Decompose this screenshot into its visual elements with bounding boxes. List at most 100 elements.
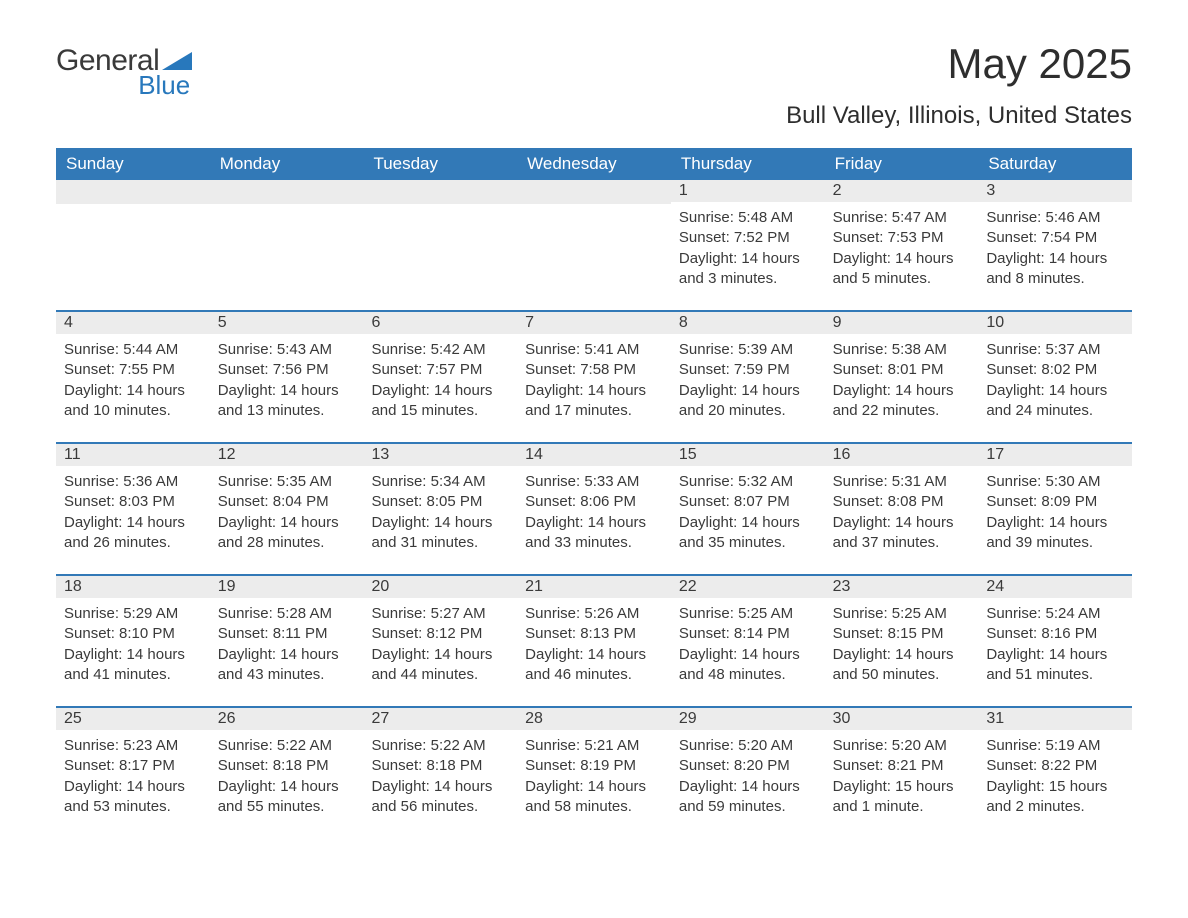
daylight-text: Daylight: 14 hours and 35 minutes.	[679, 513, 817, 554]
week-row: 1 Sunrise: 5:48 AMSunset: 7:52 PM Daylight…	[56, 180, 1132, 310]
day-info: Sunrise: 5:23 AMSunset: 8:17 PMDaylight:…	[56, 730, 210, 817]
sunrise-text: Sunrise: 5:48 AM	[679, 208, 817, 228]
day-number: 19	[210, 576, 364, 598]
day-cell: 14Sunrise: 5:33 AMSunset: 8:06 PMDayligh…	[517, 444, 671, 574]
week-row: 18Sunrise: 5:29 AMSunset: 8:10 PMDayligh…	[56, 574, 1132, 706]
sunrise-text: Sunrise: 5:34 AM	[371, 472, 509, 492]
day-cell: 12Sunrise: 5:35 AMSunset: 8:04 PMDayligh…	[210, 444, 364, 574]
sunrise-text: Sunrise: 5:41 AM	[525, 340, 663, 360]
sunset-text: Sunset: 8:05 PM	[371, 492, 509, 512]
daylight-text: Daylight: 14 hours and 48 minutes.	[679, 645, 817, 686]
weeks-container: 1 Sunrise: 5:48 AMSunset: 7:52 PM Daylight…	[56, 180, 1132, 838]
daylight-text: Daylight: 14 hours and 10 minutes.	[64, 381, 202, 422]
day-cell: 21Sunrise: 5:26 AMSunset: 8:13 PMDayligh…	[517, 576, 671, 706]
day-header-cell: Wednesday	[517, 148, 671, 180]
day-number: 18	[56, 576, 210, 598]
day-cell: 3Sunrise: 5:46 AMSunset: 7:54 PMDaylight…	[978, 180, 1132, 310]
day-cell	[363, 180, 517, 310]
day-info: Sunrise: 5:39 AMSunset: 7:59 PMDaylight:…	[671, 334, 825, 421]
day-cell	[210, 180, 364, 310]
day-info: Sunrise: 5:47 AMSunset: 7:53 PMDaylight:…	[825, 202, 979, 289]
sunrise-text: Sunrise: 5:23 AM	[64, 736, 202, 756]
day-number: 1	[671, 180, 825, 202]
day-number: 12	[210, 444, 364, 466]
daylight-text: Daylight: 14 hours and 24 minutes.	[986, 381, 1124, 422]
day-number: 4	[56, 312, 210, 334]
day-cell: 9Sunrise: 5:38 AMSunset: 8:01 PMDaylight…	[825, 312, 979, 442]
sunset-text: Sunset: 8:12 PM	[371, 624, 509, 644]
day-info: Sunrise: 5:35 AMSunset: 8:04 PMDaylight:…	[210, 466, 364, 553]
sunset-text: Sunset: 8:11 PM	[218, 624, 356, 644]
sunrise-text: Sunrise: 5:47 AM	[833, 208, 971, 228]
daylight-text: Daylight: 14 hours and 28 minutes.	[218, 513, 356, 554]
sunset-text: Sunset: 7:58 PM	[525, 360, 663, 380]
sunrise-text: Sunrise: 5:19 AM	[986, 736, 1124, 756]
day-number: 6	[363, 312, 517, 334]
day-info: Sunrise: 5:37 AMSunset: 8:02 PMDaylight:…	[978, 334, 1132, 421]
day-number: 7	[517, 312, 671, 334]
header: General Blue May 2025 Bull Valley, Illin…	[56, 40, 1132, 130]
sunrise-text: Sunrise: 5:44 AM	[64, 340, 202, 360]
day-cell: 29Sunrise: 5:20 AMSunset: 8:20 PMDayligh…	[671, 708, 825, 838]
day-cell: 31Sunrise: 5:19 AMSunset: 8:22 PMDayligh…	[978, 708, 1132, 838]
day-number	[56, 180, 210, 204]
sunrise-text: Sunrise: 5:35 AM	[218, 472, 356, 492]
daylight-text: Daylight: 14 hours and 13 minutes.	[218, 381, 356, 422]
day-number: 31	[978, 708, 1132, 730]
sunset-text: Sunset: 8:20 PM	[679, 756, 817, 776]
day-number: 5	[210, 312, 364, 334]
month-title: May 2025	[786, 40, 1132, 88]
daylight-text: Daylight: 15 hours and 1 minute.	[833, 777, 971, 818]
daylight-text: Daylight: 14 hours and 20 minutes.	[679, 381, 817, 422]
sunset-text: Sunset: 8:15 PM	[833, 624, 971, 644]
day-number: 24	[978, 576, 1132, 598]
day-number: 21	[517, 576, 671, 598]
sunrise-text: Sunrise: 5:27 AM	[371, 604, 509, 624]
sunset-text: Sunset: 8:13 PM	[525, 624, 663, 644]
day-info: Sunrise: 5:21 AMSunset: 8:19 PMDaylight:…	[517, 730, 671, 817]
daylight-text: Daylight: 14 hours and 58 minutes.	[525, 777, 663, 818]
daylight-text: Daylight: 14 hours and 46 minutes.	[525, 645, 663, 686]
sunrise-text: Sunrise: 5:32 AM	[679, 472, 817, 492]
daylight-text: Daylight: 14 hours and 51 minutes.	[986, 645, 1124, 686]
day-number: 30	[825, 708, 979, 730]
day-info: Sunrise: 5:42 AMSunset: 7:57 PMDaylight:…	[363, 334, 517, 421]
sunrise-text: Sunrise: 5:24 AM	[986, 604, 1124, 624]
sunset-text: Sunset: 8:22 PM	[986, 756, 1124, 776]
sunrise-text: Sunrise: 5:25 AM	[833, 604, 971, 624]
logo: General Blue	[56, 44, 192, 101]
day-info: Sunrise: 5:22 AMSunset: 8:18 PMDaylight:…	[210, 730, 364, 817]
day-info: Sunrise: 5:25 AMSunset: 8:15 PMDaylight:…	[825, 598, 979, 685]
sunset-text: Sunset: 8:04 PM	[218, 492, 356, 512]
day-info: Sunrise: 5:20 AMSunset: 8:21 PMDaylight:…	[825, 730, 979, 817]
day-cell: 18Sunrise: 5:29 AMSunset: 8:10 PMDayligh…	[56, 576, 210, 706]
sunset-text: Sunset: 8:06 PM	[525, 492, 663, 512]
day-info: Sunrise: 5:26 AMSunset: 8:13 PMDaylight:…	[517, 598, 671, 685]
day-number: 25	[56, 708, 210, 730]
daylight-text: Daylight: 14 hours and 59 minutes.	[679, 777, 817, 818]
day-cell: 8Sunrise: 5:39 AMSunset: 7:59 PMDaylight…	[671, 312, 825, 442]
day-cell	[56, 180, 210, 310]
day-number	[517, 180, 671, 204]
daylight-text: Daylight: 14 hours and 31 minutes.	[371, 513, 509, 554]
sunset-text: Sunset: 7:56 PM	[218, 360, 356, 380]
day-header-cell: Tuesday	[363, 148, 517, 180]
day-number: 15	[671, 444, 825, 466]
day-number	[363, 180, 517, 204]
day-cell: 2Sunrise: 5:47 AMSunset: 7:53 PMDaylight…	[825, 180, 979, 310]
sunrise-text: Sunrise: 5:46 AM	[986, 208, 1124, 228]
daylight-text: Daylight: 14 hours and 55 minutes.	[218, 777, 356, 818]
sunrise-text: Sunrise: 5:43 AM	[218, 340, 356, 360]
daylight-text: Daylight: 14 hours and 50 minutes.	[833, 645, 971, 686]
sunrise-text: Sunrise: 5:21 AM	[525, 736, 663, 756]
day-info: Sunrise: 5:29 AMSunset: 8:10 PMDaylight:…	[56, 598, 210, 685]
day-info: Sunrise: 5:43 AMSunset: 7:56 PMDaylight:…	[210, 334, 364, 421]
day-info: Sunrise: 5:28 AMSunset: 8:11 PMDaylight:…	[210, 598, 364, 685]
daylight-text: Daylight: 14 hours and 8 minutes.	[986, 249, 1124, 290]
sunset-text: Sunset: 7:54 PM	[986, 228, 1124, 248]
sunset-text: Sunset: 7:57 PM	[371, 360, 509, 380]
sunset-text: Sunset: 7:53 PM	[833, 228, 971, 248]
week-row: 11Sunrise: 5:36 AMSunset: 8:03 PMDayligh…	[56, 442, 1132, 574]
sunrise-text: Sunrise: 5:22 AM	[371, 736, 509, 756]
sunset-text: Sunset: 7:52 PM	[679, 228, 817, 248]
